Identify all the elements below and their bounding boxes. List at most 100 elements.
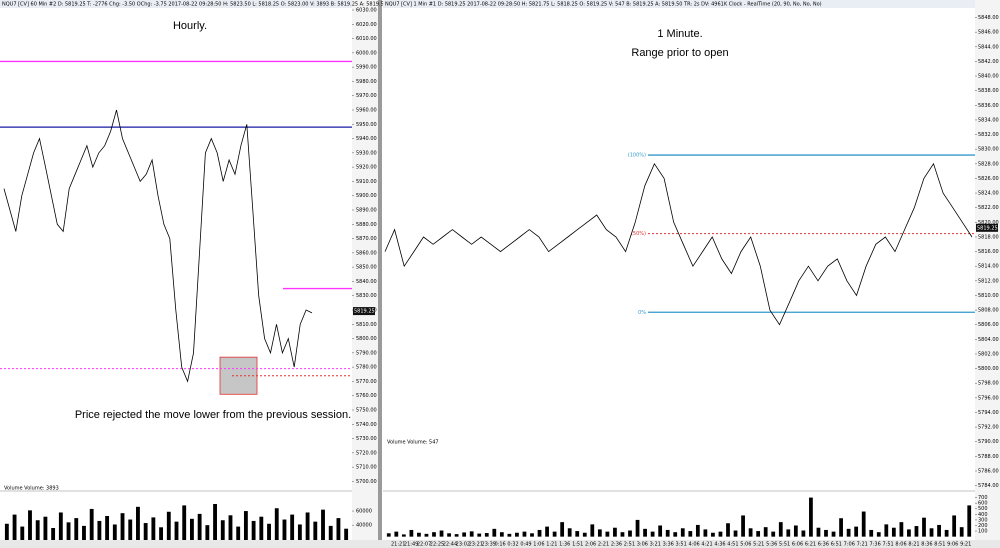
volume-bar xyxy=(741,515,745,537)
volume-bar xyxy=(82,525,86,540)
last-price-label: 5819.25 xyxy=(977,225,998,231)
y-tick-label: 5822.00 xyxy=(978,205,999,211)
x-tick-label: 8:51 xyxy=(934,542,945,548)
volume-bar xyxy=(778,522,783,537)
volume-bar xyxy=(447,533,451,537)
volume-bar xyxy=(432,532,436,537)
volume-bar xyxy=(793,525,798,537)
level-label: (50%) xyxy=(631,231,646,237)
volume-bar xyxy=(321,509,325,540)
y-tick-label: 5800.00 xyxy=(978,366,999,372)
volume-tick-label: 40000 xyxy=(356,523,372,529)
volume-bar xyxy=(66,522,71,540)
volume-bar xyxy=(673,532,678,537)
volume-bar xyxy=(567,528,572,537)
volume-bar xyxy=(756,531,761,537)
y-tick-label: 5816.00 xyxy=(978,249,999,255)
y-tick-label: 5838.00 xyxy=(978,88,999,94)
y-tick-label: 6020.00 xyxy=(356,22,377,28)
y-tick-label: 5940.00 xyxy=(356,136,377,142)
volume-bar xyxy=(43,516,48,540)
volume-bar xyxy=(401,534,406,537)
y-tick-label: 5784.00 xyxy=(978,483,999,489)
volume-bar xyxy=(274,508,279,540)
volume-tick-label: 60000 xyxy=(356,509,372,515)
x-tick-label: 7:51 xyxy=(882,542,893,548)
y-tick-label: 5730.00 xyxy=(356,436,377,442)
y-tick-label: 5850.00 xyxy=(356,265,377,271)
y-tick-label: 5810.00 xyxy=(356,322,377,328)
x-tick-label: 1:06 xyxy=(533,542,544,548)
volume-bar xyxy=(816,527,821,537)
y-tick-label: 6000.00 xyxy=(356,50,377,56)
volume-bar xyxy=(267,523,271,540)
y-tick-label: 5786.00 xyxy=(978,468,999,474)
volume-bar xyxy=(174,521,179,540)
x-tick-label: 8:06 xyxy=(895,542,906,548)
x-tick-label: 8:21 xyxy=(908,542,919,548)
volume-bar xyxy=(643,528,647,537)
x-tick-label: 6:51 xyxy=(831,542,842,548)
volume-bar xyxy=(251,520,256,540)
volume-bar xyxy=(665,529,670,537)
x-tick-label: 4:21 xyxy=(701,542,712,548)
panel-divider xyxy=(378,0,382,548)
volume-bar xyxy=(112,524,117,540)
x-tick-label: 9:21 xyxy=(960,542,971,548)
y-tick-label: 5840.00 xyxy=(356,279,377,285)
x-tick-label: 21:21 xyxy=(391,542,405,548)
x-tick-label: 3:51 xyxy=(676,542,687,548)
volume-bar xyxy=(499,532,504,537)
volume-bar xyxy=(205,525,210,540)
volume-bar xyxy=(228,515,233,540)
y-tick-label: 6030.00 xyxy=(356,8,377,14)
volume-bar xyxy=(922,517,926,537)
y-tick-label: 5860.00 xyxy=(356,250,377,256)
x-tick-label: 22:07 xyxy=(417,542,431,548)
x-tick-label: 4:51 xyxy=(727,542,738,548)
y-tick-label: 5760.00 xyxy=(356,393,377,399)
y-tick-label: 5820.00 xyxy=(978,220,999,226)
y-tick-label: 5804.00 xyxy=(978,337,999,343)
volume-bar xyxy=(20,526,25,540)
y-tick-label: 5750.00 xyxy=(356,408,377,414)
volume-bar xyxy=(4,523,9,540)
header-bar xyxy=(383,0,975,8)
y-tick-label: 5950.00 xyxy=(356,122,377,128)
last-price-box xyxy=(976,223,998,232)
volume-bar xyxy=(159,527,164,540)
x-tick-label: 6:36 xyxy=(818,542,829,548)
volume-bar xyxy=(51,528,56,540)
y-tick-label: 5792.00 xyxy=(978,425,999,431)
volume-bar xyxy=(884,524,889,537)
volume-bar xyxy=(869,529,874,537)
volume-bar xyxy=(236,526,241,540)
volume-bar xyxy=(801,530,806,537)
volume-tick-label: 700 xyxy=(978,495,988,501)
chart-subtitle: Range prior to open xyxy=(631,47,728,59)
y-tick-label: 5830.00 xyxy=(356,293,377,299)
x-tick-label: 5:21 xyxy=(753,542,764,548)
header-bar xyxy=(0,0,352,8)
y-tick-label: 5780.00 xyxy=(356,365,377,371)
volume-tick-label: 200 xyxy=(978,523,988,529)
y-tick-label: 5802.00 xyxy=(978,351,999,357)
volume-bar xyxy=(213,504,217,540)
x-tick-label: 22:44 xyxy=(443,542,457,548)
x-tick-label: 3:21 xyxy=(650,542,661,548)
y-tick-label: 5806.00 xyxy=(978,322,999,328)
y-tick-label: 5814.00 xyxy=(978,264,999,270)
volume-tick-label: 300 xyxy=(978,517,988,523)
volume-bar xyxy=(914,526,919,537)
y-tick-label: 5826.00 xyxy=(978,176,999,182)
price-axis xyxy=(352,0,378,540)
volume-bar xyxy=(809,497,813,537)
y-tick-label: 5842.00 xyxy=(978,59,999,65)
volume-bar xyxy=(507,533,512,537)
volume-bar xyxy=(876,532,881,537)
volume-bar xyxy=(74,518,79,540)
volume-bar xyxy=(635,519,640,537)
volume-bar xyxy=(409,529,414,537)
volume-bar xyxy=(605,531,610,537)
x-tick-label: 7:21 xyxy=(857,542,868,548)
